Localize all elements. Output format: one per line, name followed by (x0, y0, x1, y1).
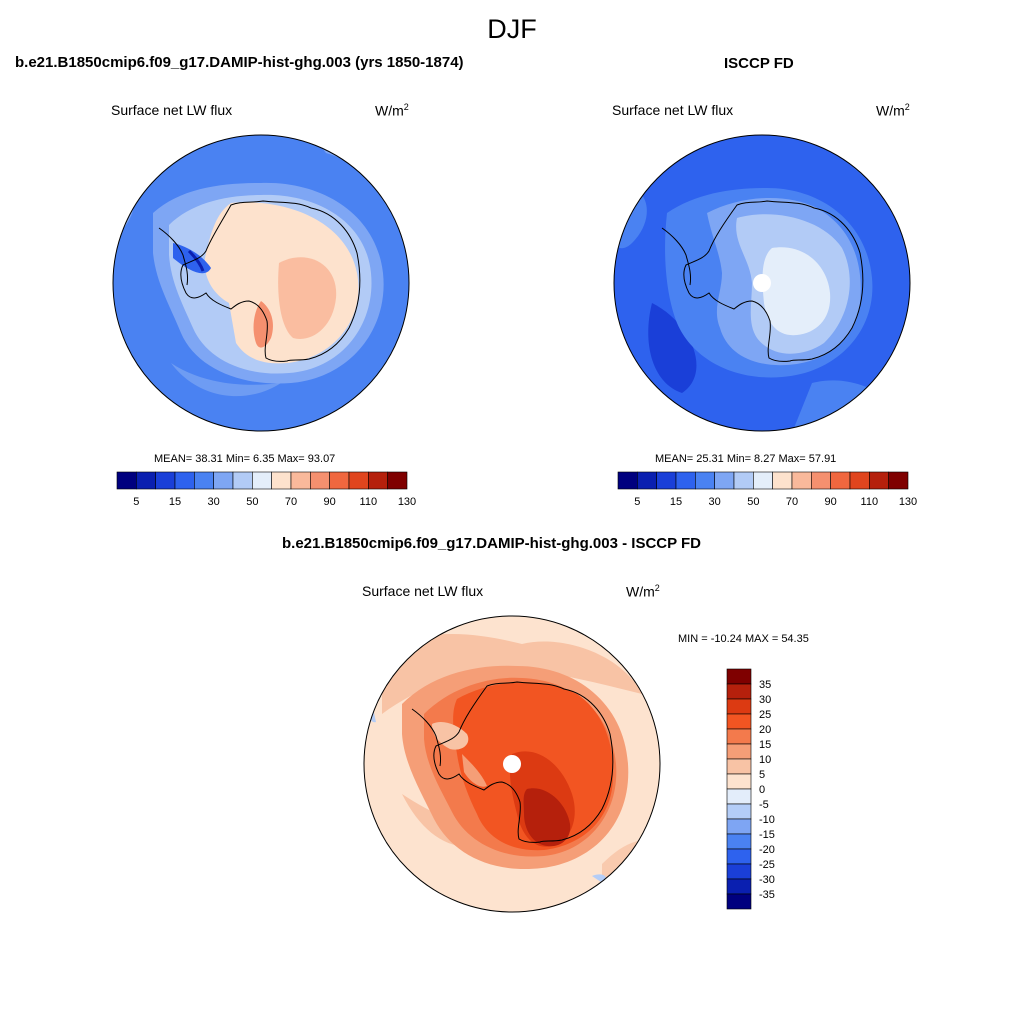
colorbar-observations-tick-label: 130 (899, 496, 917, 508)
colorbar-model-swatch (310, 471, 330, 490)
colorbar-observations-swatch (714, 471, 735, 490)
colorbar-observations-swatch (849, 471, 870, 490)
map-difference (363, 615, 661, 913)
colorbar-difference-tick-label: -5 (759, 799, 769, 811)
colorbar-difference-tick-label: -10 (759, 814, 775, 826)
colorbar-difference-tick-label: -20 (759, 844, 775, 856)
colorbar-difference-swatch (726, 788, 752, 805)
colorbar-observations-swatch (791, 471, 812, 490)
colorbar-model-tick-label: 30 (208, 496, 220, 508)
colorbar-observations-tick-label: 70 (786, 496, 798, 508)
panel-1-variable-label: Surface net LW flux (111, 102, 233, 118)
colorbar-difference-swatch (726, 758, 752, 775)
colorbar-observations-swatch (753, 471, 773, 490)
colorbar-model-swatch (155, 471, 176, 490)
colorbar-model-tick-label: 130 (398, 496, 416, 508)
colorbar-observations-swatch (830, 471, 851, 490)
colorbar-observations: 5 15 30 50 70 90 110 130 (617, 471, 917, 508)
colorbar-observations-swatch (772, 471, 793, 490)
panel-2-variable-label: Surface net LW flux (612, 102, 734, 118)
colorbar-observations-tick-label: 15 (670, 496, 682, 508)
colorbar-model-swatch (271, 471, 292, 490)
colorbar-model-swatch (329, 471, 350, 490)
colorbar-difference-tick-label: -35 (759, 889, 775, 901)
panel-3-stats: MIN = -10.24 MAX = 54.35 (678, 633, 809, 645)
colorbar-model-swatch (213, 471, 234, 490)
colorbar-difference-swatch (726, 773, 752, 790)
colorbar-observations-swatch (656, 471, 677, 490)
panel-2-stats: MEAN= 25.31 Min= 8.27 Max= 57.91 (655, 453, 837, 465)
colorbar-observations-tick-label: 90 (825, 496, 837, 508)
panel-1-title: b.e21.B1850cmip6.f09_g17.DAMIP-hist-ghg.… (15, 54, 464, 71)
panel-3-variable-label: Surface net LW flux (362, 583, 484, 599)
panel-2-title: ISCCP FD (724, 55, 794, 72)
map-observations (613, 134, 911, 432)
colorbar-observations-swatch (888, 471, 909, 490)
colorbar-observations-tick-label: 30 (709, 496, 721, 508)
colorbar-difference-swatch (726, 728, 752, 745)
colorbar-difference-tick-label: 5 (759, 769, 765, 781)
colorbar-difference-swatch (726, 818, 752, 835)
colorbar-model-tick-label: 15 (169, 496, 181, 508)
colorbar-model-tick-label: 5 (133, 496, 139, 508)
colorbar-difference-tick-label: -15 (759, 829, 775, 841)
colorbar-difference-tick-label: 35 (759, 679, 771, 691)
colorbar-model-swatch (116, 471, 137, 490)
colorbar-difference-tick-label: 15 (759, 739, 771, 751)
colorbar-difference-swatch (726, 893, 752, 910)
colorbar-difference-swatch (726, 803, 752, 820)
colorbar-difference-tick-label: -25 (759, 859, 775, 871)
colorbar-difference-tick-label: 20 (759, 724, 771, 736)
panel-1-units: W/m2 (375, 102, 409, 119)
map-model (112, 134, 410, 432)
colorbar-difference-swatch (726, 698, 752, 715)
colorbar-observations-swatch (675, 471, 696, 490)
colorbar-observations-tick-label: 5 (634, 496, 640, 508)
colorbar-difference-tick-label: -30 (759, 874, 775, 886)
colorbar-model-tick-label: 90 (324, 496, 336, 508)
panel-2-units: W/m2 (876, 102, 910, 119)
colorbar-difference-tick-label: 0 (759, 784, 765, 796)
colorbar-model-swatch (290, 471, 311, 490)
colorbar-model-swatch (252, 471, 272, 490)
colorbar-model-swatch (232, 471, 253, 490)
colorbar-difference-swatch (726, 863, 752, 880)
colorbar-observations-swatch (733, 471, 754, 490)
colorbar-difference-swatch (726, 743, 752, 760)
colorbar-observations-swatch (695, 471, 715, 490)
colorbar-model-swatch (194, 471, 214, 490)
colorbar-observations-swatch (617, 471, 638, 490)
colorbar-model-tick-label: 70 (285, 496, 297, 508)
colorbar-model-tick-label: 110 (360, 496, 378, 508)
colorbar-observations-swatch (637, 471, 657, 490)
colorbar-difference-swatch (726, 848, 752, 865)
colorbar-model-swatch (368, 471, 388, 490)
colorbar-difference-tick-label: 30 (759, 694, 771, 706)
colorbar-difference-swatch (726, 878, 752, 895)
panel-1-stats: MEAN= 38.31 Min= 6.35 Max= 93.07 (154, 453, 336, 465)
colorbar-model-swatch (174, 471, 195, 490)
panel-3-title: b.e21.B1850cmip6.f09_g17.DAMIP-hist-ghg.… (282, 535, 702, 552)
colorbar-observations-swatch (869, 471, 889, 490)
colorbar-difference-swatch (726, 833, 752, 850)
colorbar-difference-swatch (726, 713, 752, 730)
figure-title: DJF (487, 14, 537, 44)
colorbar-difference-tick-label: 25 (759, 709, 771, 721)
colorbar-difference: 35 30 25 20 15 10 5 0 -5 -10 -15 -20 -25 -30 -35 (726, 668, 775, 910)
colorbar-observations-tick-label: 50 (747, 496, 759, 508)
colorbar-observations-swatch (811, 471, 831, 490)
colorbar-model-swatch (136, 471, 156, 490)
colorbar-difference-swatch (726, 668, 752, 685)
colorbar-model-tick-label: 50 (246, 496, 258, 508)
colorbar-observations-tick-label: 110 (861, 496, 879, 508)
colorbar-model-swatch (387, 471, 408, 490)
panel-3-units: W/m2 (626, 583, 660, 600)
colorbar-difference-tick-label: 10 (759, 754, 771, 766)
colorbar-difference-swatch (726, 683, 752, 700)
colorbar-model-swatch (348, 471, 369, 490)
colorbar-model: 5 15 30 50 70 90 110 130 (116, 471, 416, 508)
